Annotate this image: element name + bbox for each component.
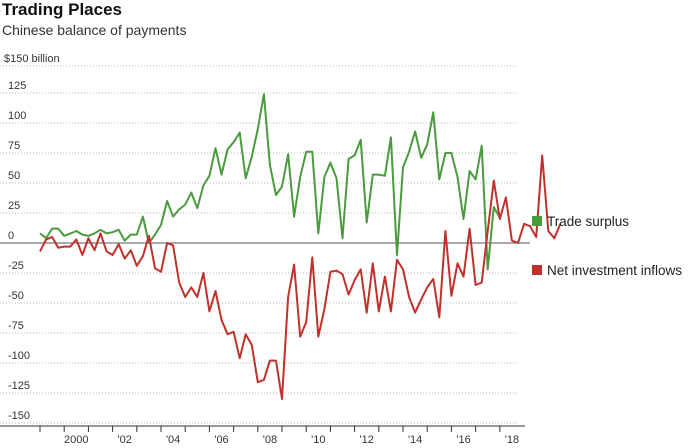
y-axis-unit-label: $150 billion: [4, 53, 60, 65]
series-line-trade-surplus: [39, 93, 501, 271]
x-axis: 2000 '02 '04 '06 '08 '10 '12 '14 '16 '18: [0, 425, 525, 446]
y-tick-label: -150: [8, 410, 30, 422]
legend-label: Trade surplus: [547, 214, 629, 229]
y-tick-label: -75: [8, 320, 24, 332]
series-lines: [39, 93, 562, 400]
y-tick-label: 75: [8, 140, 20, 152]
x-tick-label: '16: [456, 434, 470, 446]
x-tick-label: '08: [263, 434, 277, 446]
y-tick-label: 125: [8, 80, 26, 92]
y-tick-label: 25: [8, 200, 20, 212]
legend: Trade surplus Net investment inflows: [532, 214, 682, 278]
y-tick-label: 0: [8, 230, 14, 242]
chart-title: Trading Places: [2, 0, 122, 19]
x-tick-label: '12: [360, 434, 374, 446]
y-tick-label: 100: [8, 110, 26, 122]
x-tick-label: '18: [505, 434, 519, 446]
y-tick-label: 50: [8, 170, 20, 182]
y-tick-label: -25: [8, 260, 24, 272]
y-tick-label: -125: [8, 380, 30, 392]
x-tick-label: '06: [214, 434, 228, 446]
legend-swatch: [532, 265, 542, 275]
chart-subtitle: Chinese balance of payments: [2, 22, 187, 38]
y-axis-ticks: -150 -125 -100 -75 -50 -25 0 25 50 75 100 125: [8, 80, 30, 422]
legend-swatch: [532, 216, 542, 226]
series-line-net-investment-inflows: [39, 154, 562, 400]
legend-label: Net investment inflows: [547, 263, 682, 278]
y-tick-label: -50: [8, 290, 24, 302]
x-tick-label: '02: [118, 434, 132, 446]
y-tick-label: -100: [8, 350, 30, 362]
x-tick-label: '10: [311, 434, 325, 446]
gridlines: [0, 65, 530, 424]
x-tick-label: 2000: [64, 434, 88, 446]
x-tick-label: '14: [408, 434, 422, 446]
x-tick-label: '04: [166, 434, 180, 446]
